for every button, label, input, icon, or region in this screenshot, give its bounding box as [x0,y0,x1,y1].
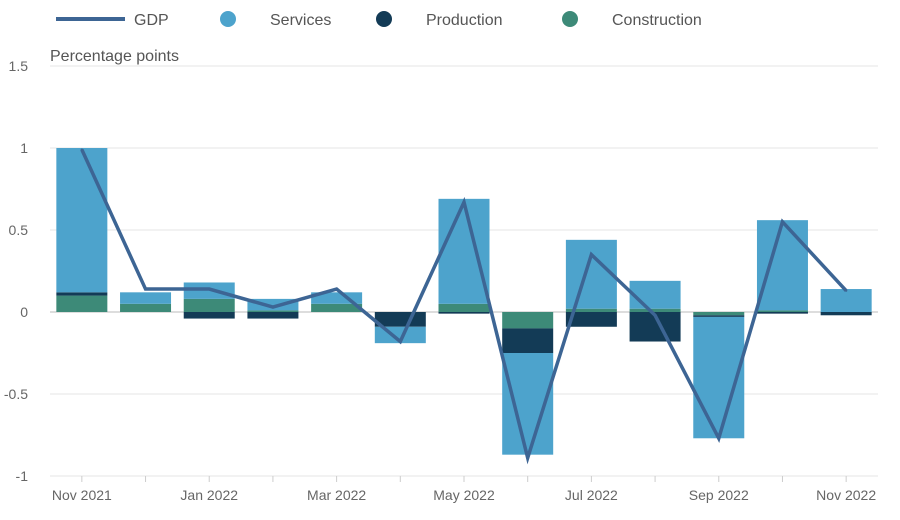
bar-services [56,148,108,293]
gdp-line-series [80,148,848,465]
bar-services [629,280,681,309]
x-tick-label: Jan 2022 [180,487,238,503]
bar-construction [756,310,808,312]
bar-production [438,312,490,314]
y-axis: 1.5 1 0.5 0 -0.5 -1 [4,58,28,484]
legend-dot-swatch [562,11,578,27]
x-tick-label: Mar 2022 [307,487,366,503]
gdp-point [717,437,720,440]
bar-production [756,312,808,314]
y-axis-unit-label: Percentage points [50,48,179,65]
gdp-point [208,287,211,291]
bar-production [247,312,299,319]
bar-construction [120,303,172,312]
gdp-point [462,200,466,204]
bar-construction [247,310,299,312]
bar-production [565,312,617,327]
gdp-point [80,148,84,151]
x-tick-label: Nov 2021 [52,487,112,503]
legend-label: Services [270,12,331,29]
y-tick-label: 0.5 [9,222,29,238]
legend-label: Construction [612,12,702,29]
bar-services [438,198,490,304]
bar-construction [693,312,745,316]
bar-construction [565,308,617,312]
y-tick-label: 1 [20,140,28,156]
bar-production [183,312,235,319]
bar-production [502,328,554,353]
bar-production [56,292,108,296]
legend-dot-swatch [376,11,392,27]
bar-construction [183,298,235,312]
y-tick-label: -0.5 [4,386,28,402]
bar-production [820,312,872,316]
bar-services [311,292,363,304]
bar-construction [629,308,681,312]
y-tick-label: 0 [20,304,28,320]
gdp-point [590,253,593,256]
bars [56,148,872,455]
y-tick-label: -1 [16,468,29,484]
legend-label: GDP [134,12,169,29]
gdp-point [271,305,275,309]
legend: GDP Services Production Construction [56,11,702,29]
bar-services [247,298,299,311]
x-tick-label: Jul 2022 [565,487,618,503]
legend-label: Production [426,12,503,29]
gdp-point [526,456,529,460]
x-axis: Nov 2021 Jan 2022 Mar 2022 May 2022 Jul 2022… [52,476,876,503]
gdp-point [399,340,402,343]
bar-services [820,289,872,312]
x-tick-label: Nov 2022 [816,487,876,503]
x-tick-label: Sep 2022 [689,487,749,503]
bar-services [565,239,617,309]
bar-services [756,220,808,311]
gdp-point [653,314,657,317]
gdp-point [144,287,147,291]
x-tick-label: May 2022 [433,487,495,503]
legend-dot-swatch [220,11,236,27]
bar-services [120,292,172,304]
gdp-point [335,287,338,291]
gdp-point [781,220,784,223]
y-tick-label: 1.5 [9,58,29,74]
bar-production [693,315,745,317]
bar-construction [438,303,490,312]
bar-construction [502,312,554,329]
bar-construction [56,295,108,312]
gdp-point [844,289,848,292]
bar-construction [311,303,363,312]
